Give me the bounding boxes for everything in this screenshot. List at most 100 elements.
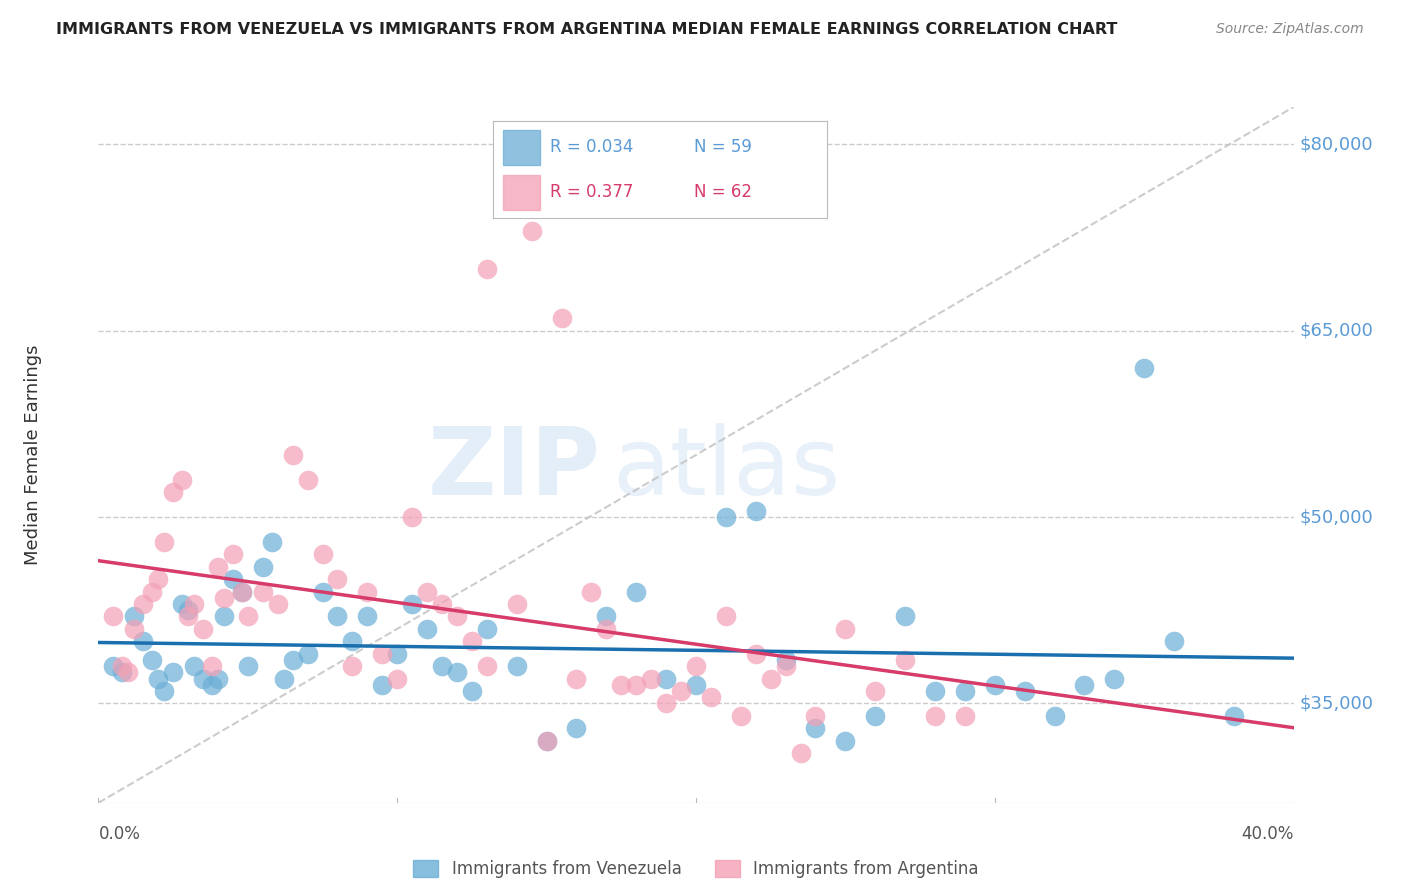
Point: [416, 622, 439, 636]
Point: [834, 622, 856, 636]
Point: [212, 609, 235, 624]
Point: [124, 609, 146, 624]
Point: [356, 609, 378, 624]
Point: [506, 659, 529, 673]
Point: [172, 597, 194, 611]
Point: [297, 647, 319, 661]
Point: [730, 708, 752, 723]
Point: [311, 584, 333, 599]
Point: [714, 609, 737, 624]
Point: [191, 622, 214, 636]
Point: [231, 584, 253, 599]
Point: [475, 622, 498, 636]
Point: [446, 665, 468, 680]
Point: [207, 672, 229, 686]
Point: [775, 653, 797, 667]
Point: [804, 721, 827, 735]
Point: [222, 572, 245, 586]
Point: [865, 708, 887, 723]
Point: [461, 634, 484, 648]
Point: [775, 659, 797, 673]
Text: $35,000: $35,000: [1299, 694, 1374, 713]
Text: atlas: atlas: [612, 423, 841, 515]
Point: [475, 659, 498, 673]
Point: [141, 653, 163, 667]
Point: [117, 665, 139, 680]
Point: [267, 597, 290, 611]
Point: [153, 684, 176, 698]
Point: [506, 597, 529, 611]
Point: [222, 547, 245, 561]
Point: [162, 665, 184, 680]
Point: [132, 597, 155, 611]
Point: [260, 534, 283, 549]
Point: [804, 708, 827, 723]
Point: [183, 597, 205, 611]
Point: [894, 653, 917, 667]
Point: [191, 672, 214, 686]
Point: [565, 721, 588, 735]
Point: [252, 584, 274, 599]
Point: [273, 672, 295, 686]
Point: [610, 678, 633, 692]
Point: [1163, 634, 1185, 648]
Text: $50,000: $50,000: [1299, 508, 1374, 526]
Point: [103, 609, 125, 624]
Point: [745, 504, 768, 518]
Point: [281, 448, 304, 462]
Text: Source: ZipAtlas.com: Source: ZipAtlas.com: [1216, 22, 1364, 37]
Point: [446, 609, 468, 624]
Text: Median Female Earnings: Median Female Earnings: [24, 344, 42, 566]
Point: [1133, 360, 1156, 375]
Point: [595, 622, 617, 636]
Point: [924, 708, 946, 723]
Point: [231, 584, 253, 599]
Point: [177, 609, 200, 624]
Point: [685, 659, 707, 673]
Point: [461, 684, 484, 698]
Text: IMMIGRANTS FROM VENEZUELA VS IMMIGRANTS FROM ARGENTINA MEDIAN FEMALE EARNINGS CO: IMMIGRANTS FROM VENEZUELA VS IMMIGRANTS …: [56, 22, 1118, 37]
Point: [669, 684, 692, 698]
Point: [172, 473, 194, 487]
Point: [111, 665, 134, 680]
Point: [148, 572, 170, 586]
Point: [371, 678, 394, 692]
Point: [655, 697, 678, 711]
Text: $65,000: $65,000: [1299, 322, 1374, 340]
Point: [297, 473, 319, 487]
Point: [536, 733, 558, 747]
Point: [745, 647, 768, 661]
Point: [1104, 672, 1126, 686]
Point: [685, 678, 707, 692]
Point: [520, 224, 543, 238]
Point: [311, 547, 333, 561]
Point: [1014, 684, 1036, 698]
Point: [865, 684, 887, 698]
Point: [342, 634, 364, 648]
Point: [201, 678, 224, 692]
Point: [953, 684, 976, 698]
Point: [759, 672, 782, 686]
Point: [111, 659, 134, 673]
Text: ZIP: ZIP: [427, 423, 600, 515]
Point: [326, 572, 349, 586]
Point: [252, 559, 274, 574]
Point: [714, 510, 737, 524]
Point: [124, 622, 146, 636]
Point: [401, 510, 423, 524]
Point: [953, 708, 976, 723]
Point: [536, 733, 558, 747]
Text: 0.0%: 0.0%: [98, 825, 141, 843]
Point: [924, 684, 946, 698]
Point: [177, 603, 200, 617]
Point: [789, 746, 811, 760]
Point: [430, 597, 453, 611]
Point: [640, 672, 662, 686]
Point: [162, 485, 184, 500]
Point: [1043, 708, 1066, 723]
Point: [550, 311, 572, 326]
Point: [212, 591, 235, 605]
Point: [141, 584, 163, 599]
Point: [834, 733, 856, 747]
Point: [342, 659, 364, 673]
